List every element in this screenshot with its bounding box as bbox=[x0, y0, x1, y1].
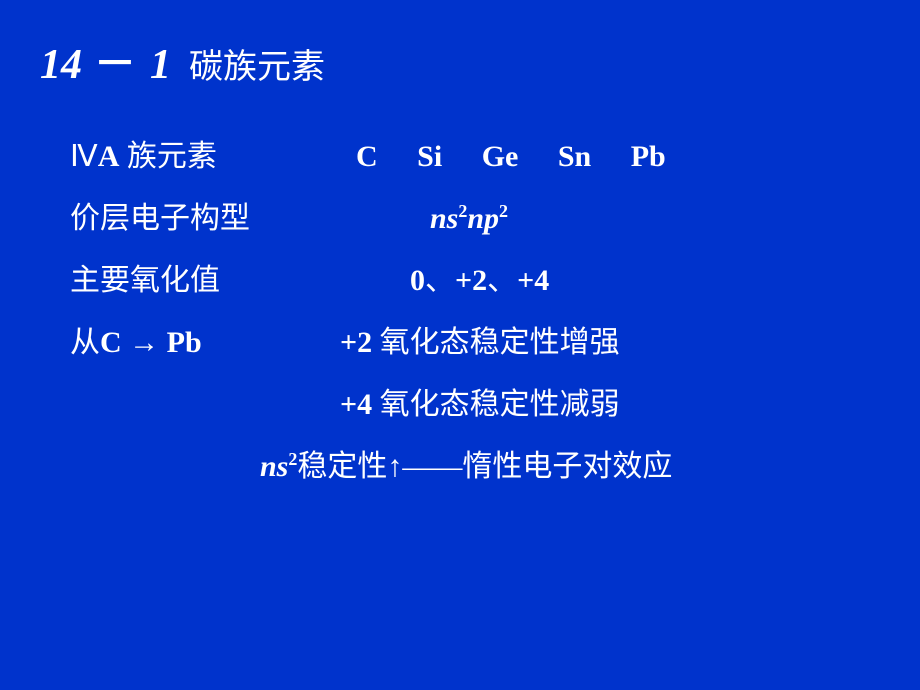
inert-sup: 2 bbox=[288, 449, 297, 469]
config-sup2: 2 bbox=[499, 201, 508, 221]
trend-plus4-num: +4 bbox=[340, 388, 372, 421]
trend-row: 从C → Pb +2 氧化态稳定性增强 bbox=[70, 317, 880, 361]
inert-dash: —— bbox=[402, 450, 462, 483]
config-value: ns2np2 bbox=[430, 201, 508, 236]
slide: 14 － 1 碳族元素 ⅣA 族元素 C Si Ge Sn Pb 价层电子构型 … bbox=[0, 0, 920, 690]
inert-row: ns2稳定性↑——惰性电子对效应 bbox=[260, 441, 880, 485]
title-text: 碳族元素 bbox=[189, 39, 325, 88]
ox-sep2: 、 bbox=[487, 264, 517, 297]
ox-2: +2 bbox=[455, 264, 487, 297]
oxidation-value: 0、+2、+4 bbox=[410, 255, 549, 299]
group-label-latin: A bbox=[98, 140, 120, 173]
trend-to: Pb bbox=[167, 326, 202, 359]
config-label: 价层电子构型 bbox=[70, 193, 340, 237]
group-elements: C Si Ge Sn Pb bbox=[340, 140, 682, 174]
title-dash: － bbox=[94, 30, 138, 91]
ox-sep1: 、 bbox=[425, 264, 455, 297]
inert-mid: 稳定性 bbox=[297, 450, 387, 483]
config-ns: ns bbox=[430, 202, 458, 235]
oxidation-label: 主要氧化值 bbox=[70, 255, 340, 299]
group-label: ⅣA 族元素 bbox=[70, 131, 340, 175]
group-label-suffix: 族元素 bbox=[119, 140, 217, 173]
config-sup1: 2 bbox=[458, 201, 467, 221]
trend-plus2: +2 氧化态稳定性增强 bbox=[340, 317, 620, 361]
content-block: ⅣA 族元素 C Si Ge Sn Pb 价层电子构型 ns2np2 主要氧化值… bbox=[40, 131, 880, 485]
trend-from-cn: 从 bbox=[70, 326, 100, 359]
inert-text: 惰性电子对效应 bbox=[462, 450, 672, 483]
trend-plus4-text: 氧化态稳定性减弱 bbox=[372, 388, 620, 421]
element-si: Si bbox=[417, 140, 442, 174]
config-row: 价层电子构型 ns2np2 bbox=[70, 193, 880, 237]
oxidation-row: 主要氧化值 0、+2、+4 bbox=[70, 255, 880, 299]
config-np: np bbox=[467, 202, 499, 235]
trend-plus2-num: +2 bbox=[340, 326, 372, 359]
inert-arrow: ↑ bbox=[387, 450, 402, 483]
element-c: C bbox=[356, 140, 378, 174]
element-ge: Ge bbox=[482, 140, 519, 174]
group-label-prefix: Ⅳ bbox=[70, 140, 98, 173]
element-sn: Sn bbox=[558, 140, 591, 174]
slide-title: 14 － 1 碳族元素 bbox=[40, 30, 880, 91]
trend-arrow: → bbox=[122, 326, 167, 359]
ox-0: 0 bbox=[410, 264, 425, 297]
trend-plus2-text: 氧化态稳定性增强 bbox=[372, 326, 620, 359]
trend-plus4: +4 氧化态稳定性减弱 bbox=[340, 379, 880, 423]
element-pb: Pb bbox=[631, 140, 666, 174]
chapter-number: 14 bbox=[40, 41, 82, 89]
trend-from: C bbox=[100, 326, 122, 359]
ox-4: +4 bbox=[517, 264, 549, 297]
inert-ns: ns bbox=[260, 450, 288, 483]
trend-label: 从C → Pb bbox=[70, 317, 340, 361]
group-row: ⅣA 族元素 C Si Ge Sn Pb bbox=[70, 131, 880, 175]
section-number: 1 bbox=[150, 41, 171, 89]
